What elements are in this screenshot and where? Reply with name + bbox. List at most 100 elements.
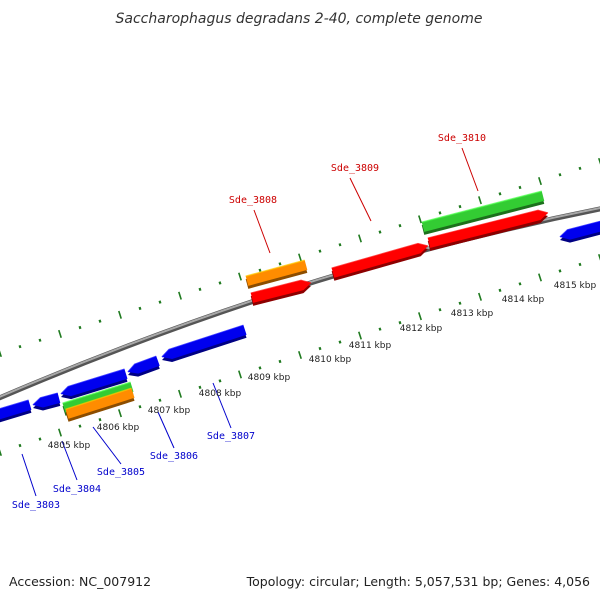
inner-ruler-tick — [338, 340, 342, 344]
tick-label: 4810 kbp — [309, 355, 352, 365]
inner-ruler-tick — [538, 273, 542, 282]
tick-label: 4809 kbp — [248, 373, 291, 383]
inner-ruler-tick — [378, 327, 382, 331]
outer-ruler-tick — [538, 177, 542, 186]
inner-ruler-tick — [158, 398, 162, 402]
outer-ruler-tick — [578, 166, 582, 171]
inner-ruler-tick — [238, 370, 242, 379]
misc-feature-sde-3808-highlight — [245, 259, 305, 277]
outer-ruler-tick — [438, 211, 442, 215]
inner-ruler-tick — [498, 288, 502, 293]
cds-sde-3810 — [427, 209, 549, 251]
outer-ruler-tick — [238, 272, 242, 281]
cds-sde-3810-body — [427, 210, 548, 248]
tick-label: 4814 kbp — [502, 295, 545, 305]
inner-ruler-tick — [318, 346, 322, 351]
cds-sde-3807-highlight — [161, 324, 244, 358]
outer-ruler-tick — [318, 249, 322, 253]
outer-ruler-tick — [38, 338, 42, 342]
outer-ruler-tick — [138, 306, 142, 311]
tick-label: 4813 kbp — [451, 309, 494, 319]
cds-sde-3807-body — [162, 325, 247, 359]
outer-ruler-tick — [298, 253, 302, 262]
leader-line — [157, 411, 175, 449]
cds-sde-3806-body — [128, 356, 160, 374]
tick-label: 4815 kbp — [554, 281, 597, 291]
accession-text: Accession: NC_007912 — [9, 574, 152, 589]
gene-sde-3810-body — [421, 191, 545, 232]
gene-label: Sde_3805 — [97, 467, 145, 478]
feature-track — [0, 190, 600, 423]
leader-line — [461, 147, 479, 192]
tick-labels: 4805 kbp 4806 kbp 4807 kbp 4808 kbp 4809 kbp… — [48, 281, 597, 451]
leader-line — [349, 177, 372, 222]
outer-ruler-tick — [338, 243, 342, 247]
tick-label: 4806 kbp — [97, 423, 140, 433]
cds-sde-3808 — [250, 279, 312, 306]
tick-label: 4811 kbp — [349, 341, 392, 351]
tick-label: 4807 kbp — [148, 406, 191, 416]
gene-sde-3810-highlight — [421, 190, 542, 223]
cds-sde-3809-body — [331, 243, 428, 278]
cds-sde-3803-highlight — [0, 399, 29, 410]
inner-ruler-tick — [418, 312, 422, 321]
leader-line — [92, 426, 122, 465]
outer-ruler-tick — [218, 281, 222, 285]
leader-line — [253, 209, 271, 254]
tick-label: 4812 kbp — [400, 324, 443, 334]
cds-sde-3803-body — [0, 400, 32, 420]
cds-sde-3805 — [60, 368, 128, 400]
inner-ruler-tick — [278, 359, 282, 364]
inner-ruler-tick — [38, 437, 42, 441]
outer-ruler-tick — [558, 173, 562, 177]
cds-sde-3810-highlight — [427, 209, 549, 239]
inner-ruler-tick — [558, 269, 562, 273]
gene-sde-3805-highlight — [62, 381, 131, 404]
cds-sde-3805-body — [61, 369, 128, 397]
cds-sde-3808-body — [250, 280, 311, 303]
outer-ruler-tick — [498, 192, 502, 196]
inner-ruler-tick — [0, 449, 2, 457]
misc-feature-sde-3808-body — [245, 260, 308, 286]
inner-tick-ruler — [0, 253, 600, 457]
inner-ruler-tick — [118, 409, 122, 418]
outer-ruler-tick — [378, 230, 382, 234]
outer-ruler-tick — [458, 204, 462, 209]
inner-ruler-tick — [138, 405, 142, 409]
cds-next-highlight — [559, 220, 600, 238]
inner-ruler-tick — [258, 366, 262, 370]
inner-ruler-tick — [358, 331, 362, 340]
misc-feature-sde-3805-highlight — [65, 387, 132, 410]
leader-line — [212, 382, 232, 429]
inner-ruler-tick — [178, 389, 182, 398]
gene-label: Sde_3810 — [438, 133, 486, 144]
inner-ruler-tick — [98, 417, 102, 422]
cds-sde-3809 — [331, 242, 429, 281]
gene-sde-3810 — [421, 190, 545, 235]
outer-ruler-tick — [418, 215, 422, 224]
cds-sde-3805-highlight — [60, 368, 125, 395]
gene-label: Sde_3806 — [150, 451, 198, 462]
map-title: Saccharophagus degradans 2-40, complete … — [116, 11, 483, 27]
gene-labels: Sde_3803 Sde_3804 Sde_3805 Sde_3806 Sde_3807… — [12, 133, 486, 511]
misc-feature-sde-3805 — [65, 387, 135, 422]
inner-ruler-tick — [578, 262, 582, 267]
cds-sde-3804 — [32, 392, 61, 411]
outer-ruler-tick — [78, 325, 82, 330]
cds-sde-3804-highlight — [32, 392, 58, 406]
inner-ruler-tick — [598, 253, 600, 261]
outer-ruler-tick — [258, 268, 262, 272]
outer-ruler-tick — [358, 234, 362, 243]
inner-ruler-tick — [218, 379, 222, 383]
cds-sde-3809-highlight — [331, 242, 429, 269]
label-leaders — [21, 147, 479, 497]
outer-ruler-tick — [118, 310, 122, 319]
inner-ruler-tick — [458, 301, 462, 305]
outer-ruler-tick — [598, 157, 600, 165]
cds-sde-3803 — [0, 399, 32, 423]
inner-ruler-tick — [438, 308, 442, 312]
gene-label: Sde_3808 — [229, 195, 277, 206]
cds-sde-3804-body — [33, 393, 61, 408]
inner-ruler-tick — [58, 428, 62, 437]
